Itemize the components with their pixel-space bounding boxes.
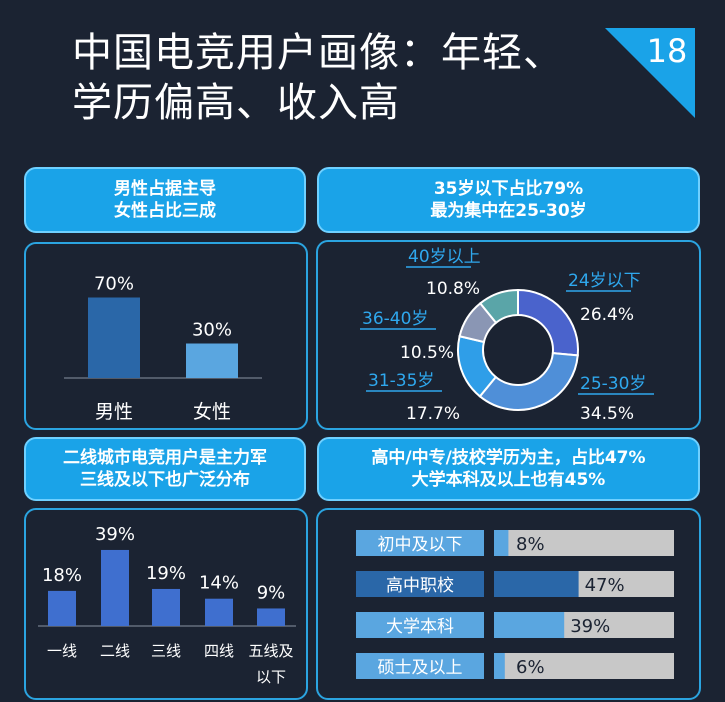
- gender-bar: [88, 297, 140, 378]
- education-bar: [494, 530, 509, 556]
- city-value-label: 18%: [42, 565, 82, 586]
- page-title-line2: 学历偏高、收入高: [72, 80, 400, 126]
- age-slice: [478, 352, 579, 411]
- gender-value-label: 70%: [94, 274, 134, 295]
- education-header: 高中/中专/技校学历为主，占比47% 大学本科及以上也有45%: [317, 437, 700, 501]
- city-category-label: 以下: [256, 668, 286, 686]
- age-header-line2: 最为集中在25-30岁: [430, 201, 587, 221]
- education-bar: [494, 612, 565, 638]
- city-value-label: 19%: [146, 563, 186, 584]
- age-category-label: 31-35岁: [368, 371, 434, 391]
- education-category-label: 大学本科: [386, 617, 454, 637]
- age-category-label: 36-40岁: [362, 309, 428, 329]
- gender-category-label: 女性: [193, 401, 231, 423]
- age-panel: 24岁以下 26.4% 25-30岁 34.5% 31-35岁 17.7% 36-40岁 10…: [316, 240, 701, 430]
- gender-category-label: 男性: [95, 401, 133, 423]
- education-bar: [494, 571, 579, 597]
- education-header-line1: 高中/中专/技校学历为主，占比47%: [371, 448, 646, 468]
- gender-value-label: 30%: [192, 320, 232, 341]
- city-header-line2: 三线及以下也广泛分布: [80, 470, 250, 490]
- age-value-label: 34.5%: [580, 404, 634, 424]
- city-header-line1: 二线城市电竞用户是主力军: [63, 448, 267, 468]
- age-category-label: 24岁以下: [568, 271, 641, 291]
- city-value-label: 14%: [199, 573, 239, 594]
- city-category-label: 四线: [204, 642, 234, 660]
- education-category-box: [356, 612, 484, 638]
- gender-bar: [186, 343, 238, 378]
- page-number: 18: [646, 32, 688, 70]
- education-value-label: 8%: [516, 534, 545, 555]
- education-bar-track: [494, 653, 674, 679]
- education-category-label: 高中职校: [386, 576, 454, 596]
- age-value-label: 10.5%: [400, 343, 454, 363]
- age-category-label: 25-30岁: [580, 374, 646, 394]
- city-panel: 18% 一线 39% 二线 19% 三线 14% 四线 9% 五线及以下: [24, 508, 308, 700]
- age-slice: [478, 288, 519, 325]
- city-value-label: 39%: [95, 524, 135, 545]
- gender-bar-chart: 70% 男性 30% 女性: [64, 274, 262, 423]
- education-category-box: [356, 653, 484, 679]
- education-bar-track: [494, 530, 674, 556]
- city-category-label: 五线及: [248, 642, 293, 660]
- age-value-label: 10.8%: [426, 279, 480, 299]
- page-number-badge: [605, 28, 695, 118]
- education-panel: 初中及以下 8% 高中职校 47% 大学本科 39% 硕士及以上 6%: [316, 508, 701, 700]
- page-title: 中国电竞用户画像：年轻、 学历偏高、收入高: [72, 28, 612, 128]
- city-category-label: 一线: [47, 642, 77, 660]
- gender-header-line1: 男性占据主导: [114, 179, 216, 199]
- education-category-label: 硕士及以上: [378, 658, 463, 678]
- gender-header-line2: 女性占比三成: [114, 201, 216, 221]
- city-category-label: 三线: [151, 642, 181, 660]
- education-bar: [494, 653, 505, 679]
- city-bar: [205, 598, 233, 626]
- city-bar: [257, 608, 285, 626]
- education-category-label: 初中及以下: [378, 535, 463, 555]
- age-category-label: 40岁以上: [408, 247, 481, 267]
- education-value-label: 6%: [516, 657, 545, 678]
- city-bar: [152, 588, 180, 626]
- city-header: 二线城市电竞用户是主力军 三线及以下也广泛分布: [24, 437, 306, 501]
- education-value-label: 47%: [585, 575, 625, 596]
- page-title-line1: 中国电竞用户画像：年轻、: [72, 30, 564, 76]
- city-bar: [101, 549, 129, 626]
- age-value-label: 17.7%: [406, 404, 460, 424]
- education-bar-chart: 初中及以下 8% 高中职校 47% 大学本科 39% 硕士及以上 6%: [356, 530, 674, 679]
- age-donut-chart: 24岁以下 26.4% 25-30岁 34.5% 31-35岁 17.7% 36-40岁 10…: [360, 247, 654, 424]
- gender-header: 男性占据主导 女性占比三成: [24, 167, 306, 233]
- education-header-line2: 大学本科及以上也有45%: [411, 470, 606, 490]
- city-bar: [48, 590, 76, 626]
- education-value-label: 39%: [570, 616, 610, 637]
- city-category-label: 二线: [100, 642, 130, 660]
- education-category-box: [356, 530, 484, 556]
- education-category-box: [356, 571, 484, 597]
- gender-panel: 70% 男性 30% 女性: [24, 242, 308, 430]
- age-header-line1: 35岁以下占比79%: [433, 179, 584, 199]
- age-header: 35岁以下占比79% 最为集中在25-30岁: [317, 167, 700, 233]
- age-value-label: 26.4%: [580, 305, 634, 325]
- age-slice: [517, 288, 579, 357]
- city-value-label: 9%: [257, 582, 286, 603]
